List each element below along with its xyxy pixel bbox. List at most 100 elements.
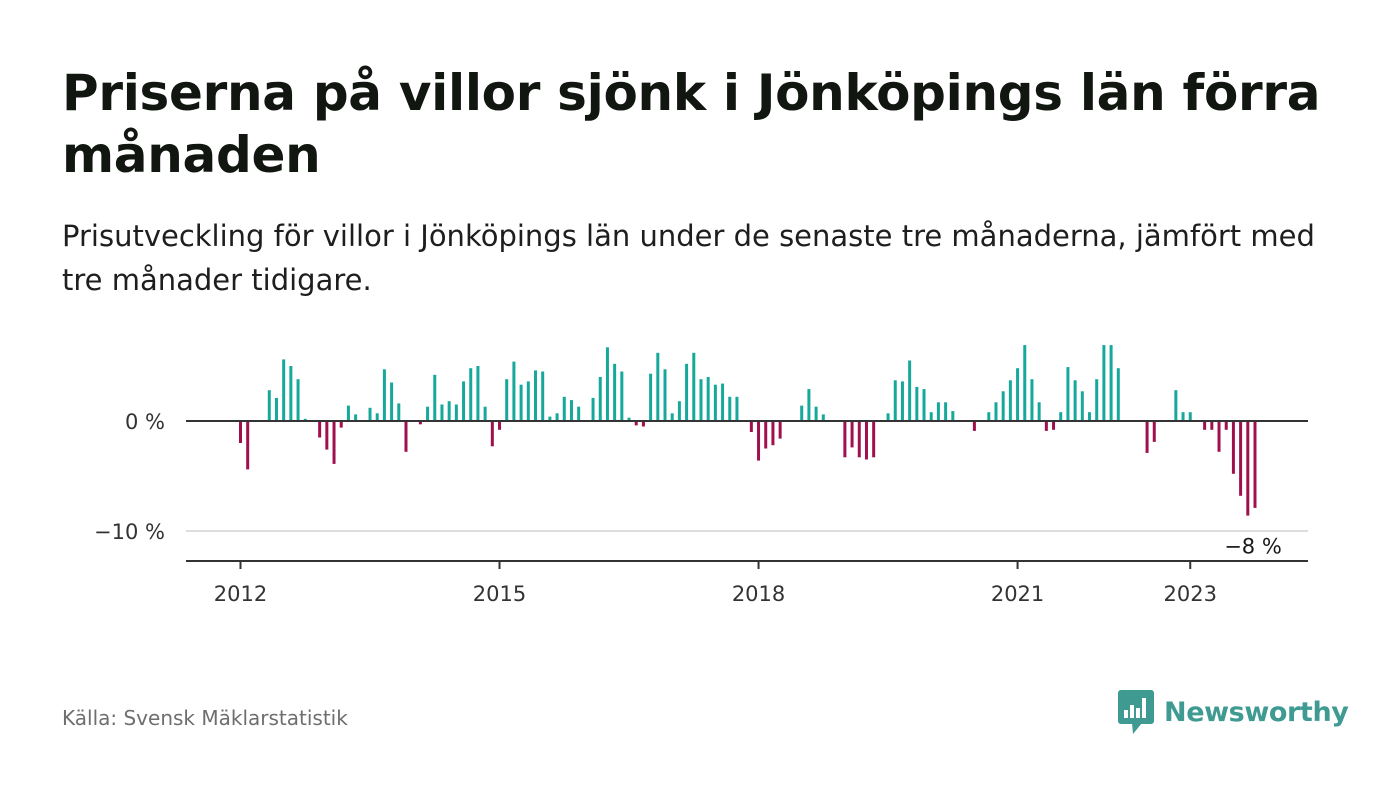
x-tick-label: 2018: [732, 582, 785, 606]
bar: [569, 400, 573, 421]
bar: [1037, 402, 1041, 421]
bar: [404, 421, 408, 452]
bar: [296, 379, 300, 421]
bar: [303, 418, 307, 421]
bar: [462, 381, 466, 421]
bar: [972, 421, 976, 431]
bar: [692, 352, 696, 421]
bar: [663, 369, 667, 421]
bar: [476, 366, 480, 421]
bar: [490, 421, 494, 447]
bar: [1217, 421, 1221, 452]
bar: [1203, 421, 1207, 430]
bar: [598, 377, 602, 421]
bar: [426, 406, 430, 421]
logo-wordmark: Newsworthy: [1164, 696, 1349, 728]
x-tick-label: 2012: [214, 582, 267, 606]
bar: [1102, 345, 1106, 421]
y-tick-label: −10 %: [94, 520, 165, 544]
bar: [764, 421, 768, 449]
source-note: Källa: Svensk Mäklarstatistik: [62, 706, 348, 730]
bar: [512, 361, 516, 421]
bar: [987, 412, 991, 421]
bar: [922, 389, 926, 421]
bar: [440, 404, 444, 421]
bar: [562, 396, 566, 421]
bar: [857, 421, 861, 458]
bar: [735, 396, 739, 421]
bar: [620, 371, 624, 421]
bar: [929, 412, 933, 421]
bar: [713, 384, 717, 421]
bar: [339, 421, 343, 428]
bar: [936, 402, 940, 421]
bar: [454, 404, 458, 421]
bar: [267, 390, 271, 421]
axes: [186, 420, 1308, 569]
bar: [483, 406, 487, 421]
bar: [505, 379, 509, 421]
bars: [239, 345, 1257, 516]
bar: [778, 421, 782, 439]
bar: [908, 360, 912, 421]
bar: [872, 421, 876, 458]
bar: [634, 421, 638, 426]
bar: [1016, 368, 1020, 421]
bar: [1174, 390, 1178, 421]
bar: [821, 414, 825, 421]
bar: [800, 405, 804, 421]
bar: [1152, 421, 1156, 442]
bar: [1095, 379, 1099, 421]
bar: [1224, 421, 1228, 430]
bar: [641, 421, 645, 427]
bar: [728, 396, 732, 421]
bar: [1001, 391, 1005, 421]
bar: [1210, 421, 1214, 430]
last-value-label: −8 %: [1224, 535, 1282, 559]
bar: [354, 414, 358, 421]
bar: [1116, 368, 1120, 421]
bar: [318, 421, 322, 438]
bar: [1088, 412, 1092, 421]
bar: [289, 366, 293, 421]
bar: [368, 407, 372, 421]
bar: [656, 352, 660, 421]
bar: [757, 421, 761, 461]
bar: [749, 421, 753, 432]
bar: [900, 381, 904, 421]
bar: [864, 421, 868, 460]
bar: [771, 421, 775, 446]
bar: [850, 421, 854, 448]
bar: [382, 369, 386, 421]
x-tick-label: 2023: [1164, 582, 1217, 606]
bar: [1239, 421, 1243, 496]
bar: [677, 401, 681, 421]
bar: [282, 359, 286, 421]
bar: [706, 377, 710, 421]
bar: [605, 347, 609, 421]
bar: [548, 416, 552, 421]
bar: [498, 421, 502, 430]
bar: [814, 406, 818, 421]
newsworthy-logo: Newsworthy: [1118, 690, 1349, 734]
bar: [390, 382, 394, 421]
bar: [1059, 412, 1063, 421]
bar: [670, 413, 674, 421]
bar: [627, 417, 631, 421]
chart-subtitle: Prisutveckling för villor i Jönköpings l…: [62, 219, 1315, 297]
bar: [591, 397, 595, 421]
bar: [274, 397, 278, 421]
bar: [533, 370, 537, 421]
y-tick-label: 0 %: [125, 410, 165, 434]
bar: [1008, 380, 1012, 421]
bar: [721, 383, 725, 421]
bar: [807, 389, 811, 421]
bar: [1246, 421, 1250, 516]
chart-title: Priserna på villor sjönk i Jönköpings lä…: [62, 64, 1321, 184]
bar: [944, 402, 948, 421]
bar-chart: 0 % −10 % 2012 2015 2018 2021 2023 −8 %: [94, 345, 1308, 606]
bar: [555, 413, 559, 421]
x-tick-label: 2015: [473, 582, 526, 606]
bar: [526, 381, 530, 421]
bar: [1044, 421, 1048, 431]
